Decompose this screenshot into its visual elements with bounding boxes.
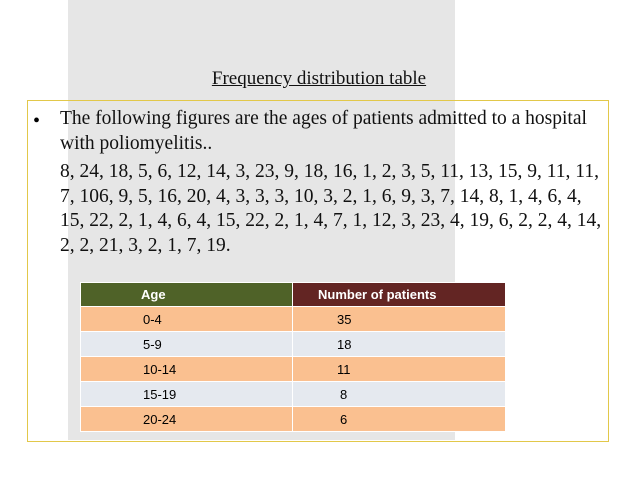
count-cell: 35 — [292, 306, 506, 332]
age-cell: 0-4 — [80, 306, 293, 332]
age-cell: 15-19 — [80, 381, 293, 407]
table-row: 0-4 35 — [80, 306, 506, 332]
table-row: 15-19 8 — [80, 381, 506, 407]
ages-list: 8, 24, 18, 5, 6, 12, 14, 3, 23, 9, 18, 1… — [60, 161, 602, 256]
age-cell: 20-24 — [80, 406, 293, 432]
count-cell: 8 — [292, 381, 506, 407]
table-header: Age Number of patients — [80, 282, 506, 307]
table-row: 5-9 18 — [80, 331, 506, 357]
bullet: • — [33, 110, 41, 132]
slide-title: Frequency distribution table — [211, 68, 427, 89]
table-row: 10-14 11 — [80, 356, 506, 382]
age-cell: 5-9 — [80, 331, 293, 357]
header-age: Age — [80, 282, 293, 307]
count-cell: 18 — [292, 331, 506, 357]
count-cell: 11 — [292, 356, 506, 382]
table-row: 20-24 6 — [80, 406, 506, 432]
count-cell: 6 — [292, 406, 506, 432]
frequency-table: Age Number of patients 0-4 35 5-9 18 10-14… — [80, 282, 506, 432]
content-box — [27, 100, 609, 442]
intro-text: The following figures are the ages of pa… — [60, 108, 587, 154]
header-count: Number of patients — [292, 282, 506, 307]
age-cell: 10-14 — [80, 356, 293, 382]
